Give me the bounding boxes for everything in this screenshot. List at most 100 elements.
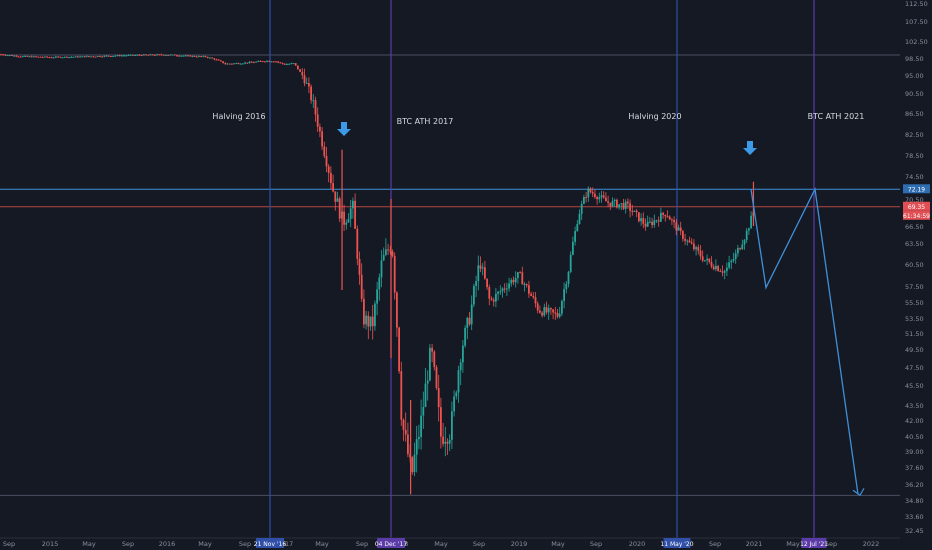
x-tick-label: 2021 <box>746 540 763 548</box>
price-label-text: 61:34:59 <box>903 213 930 220</box>
candle-body <box>301 71 304 76</box>
candle-body <box>594 193 596 198</box>
y-tick-label: 74.50 <box>905 173 924 181</box>
candle-body <box>237 63 240 65</box>
candle-body <box>453 396 455 412</box>
candle-body <box>739 248 741 250</box>
candle-body <box>536 303 539 311</box>
candle-body <box>508 283 510 289</box>
annotation-text: BTC ATH 2017 <box>397 117 454 126</box>
candle-body <box>600 195 603 198</box>
candle-body <box>598 197 601 200</box>
candle-body <box>114 55 117 57</box>
y-tick-label: 78.50 <box>905 152 924 160</box>
candle-body <box>59 56 62 58</box>
candle-body <box>607 201 609 203</box>
candle-body <box>288 63 290 65</box>
candle-body <box>121 55 123 57</box>
candle-body <box>310 86 312 101</box>
candle-body <box>620 203 623 205</box>
candle-body <box>528 285 530 294</box>
y-tick-label: 57.50 <box>905 283 924 291</box>
candle-body <box>200 56 202 58</box>
x-axis: Sep2015MaySep2016MaySep2017MaySep2018May… <box>0 537 900 548</box>
candle-body <box>389 250 392 252</box>
x-tick-label: 2015 <box>42 540 59 548</box>
candle-body <box>455 392 458 397</box>
candle-body <box>510 279 513 284</box>
candle-body <box>475 281 477 286</box>
candle-body <box>338 198 341 219</box>
candle-body <box>635 210 638 213</box>
candle-body <box>448 439 451 444</box>
y-tick-label: 45.50 <box>905 382 924 390</box>
candle-body <box>424 383 427 408</box>
candle-body <box>171 54 174 56</box>
candle-body <box>730 260 733 263</box>
candle-body <box>706 258 708 261</box>
candle-body <box>578 213 581 225</box>
candle-body <box>94 56 97 58</box>
y-tick-label: 98.50 <box>905 55 924 63</box>
candle-body <box>294 63 297 66</box>
y-tick-label: 51.50 <box>905 330 924 338</box>
x-tick-label: Sep <box>239 540 251 548</box>
candle-body <box>323 146 326 156</box>
candle-body <box>19 56 22 58</box>
candle-body <box>710 261 713 267</box>
y-tick-label: 39.00 <box>905 448 924 456</box>
candle-body <box>644 223 647 227</box>
projection-line <box>750 187 859 495</box>
candle-body <box>640 218 642 222</box>
candle-body <box>613 199 616 202</box>
candle-body <box>112 55 114 57</box>
candle-body <box>539 310 541 313</box>
candle-body <box>101 56 103 58</box>
candle-body <box>66 56 68 58</box>
candle-body <box>195 56 198 58</box>
candle-body <box>134 55 136 57</box>
candle-body <box>561 300 563 314</box>
candle-body <box>244 62 246 64</box>
candle-body <box>413 454 416 473</box>
candle-body <box>147 54 150 56</box>
candle-body <box>682 231 684 239</box>
candle-body <box>13 55 15 57</box>
date-marker-label: 11 May '20 <box>660 541 693 548</box>
candle-body <box>398 327 400 372</box>
horizontal-lines <box>0 54 900 496</box>
candle-body <box>169 54 172 56</box>
candle-body <box>503 288 506 290</box>
candle-body <box>380 260 383 278</box>
candle-body <box>83 56 86 58</box>
candle-body <box>250 61 253 63</box>
y-tick-label: 36.20 <box>905 481 924 489</box>
candle-body <box>255 61 257 63</box>
candle-body <box>451 411 453 440</box>
candle-body <box>367 315 370 327</box>
candle-body <box>182 55 185 57</box>
candle-body <box>376 289 378 304</box>
candle-body <box>484 267 486 279</box>
candle-body <box>314 100 317 115</box>
candle-body <box>479 265 482 269</box>
candle-body <box>418 436 420 440</box>
candle-body <box>589 188 592 193</box>
candle-body <box>708 258 711 262</box>
candle-body <box>253 62 255 64</box>
candle-body <box>657 220 660 222</box>
candle-body <box>715 266 717 270</box>
candle-body <box>308 83 310 87</box>
candle-body <box>554 312 557 314</box>
candle-body <box>99 56 101 58</box>
candle-body <box>671 219 673 221</box>
y-tick-label: 53.50 <box>905 315 924 323</box>
candle-body <box>123 55 125 57</box>
candle-body <box>330 172 332 184</box>
candle-body <box>261 61 264 63</box>
date-marker-label: 04 Dec '17 <box>375 541 408 548</box>
candle-body <box>673 219 675 223</box>
y-tick-label: 90.50 <box>905 90 924 98</box>
candle-body <box>30 56 33 58</box>
